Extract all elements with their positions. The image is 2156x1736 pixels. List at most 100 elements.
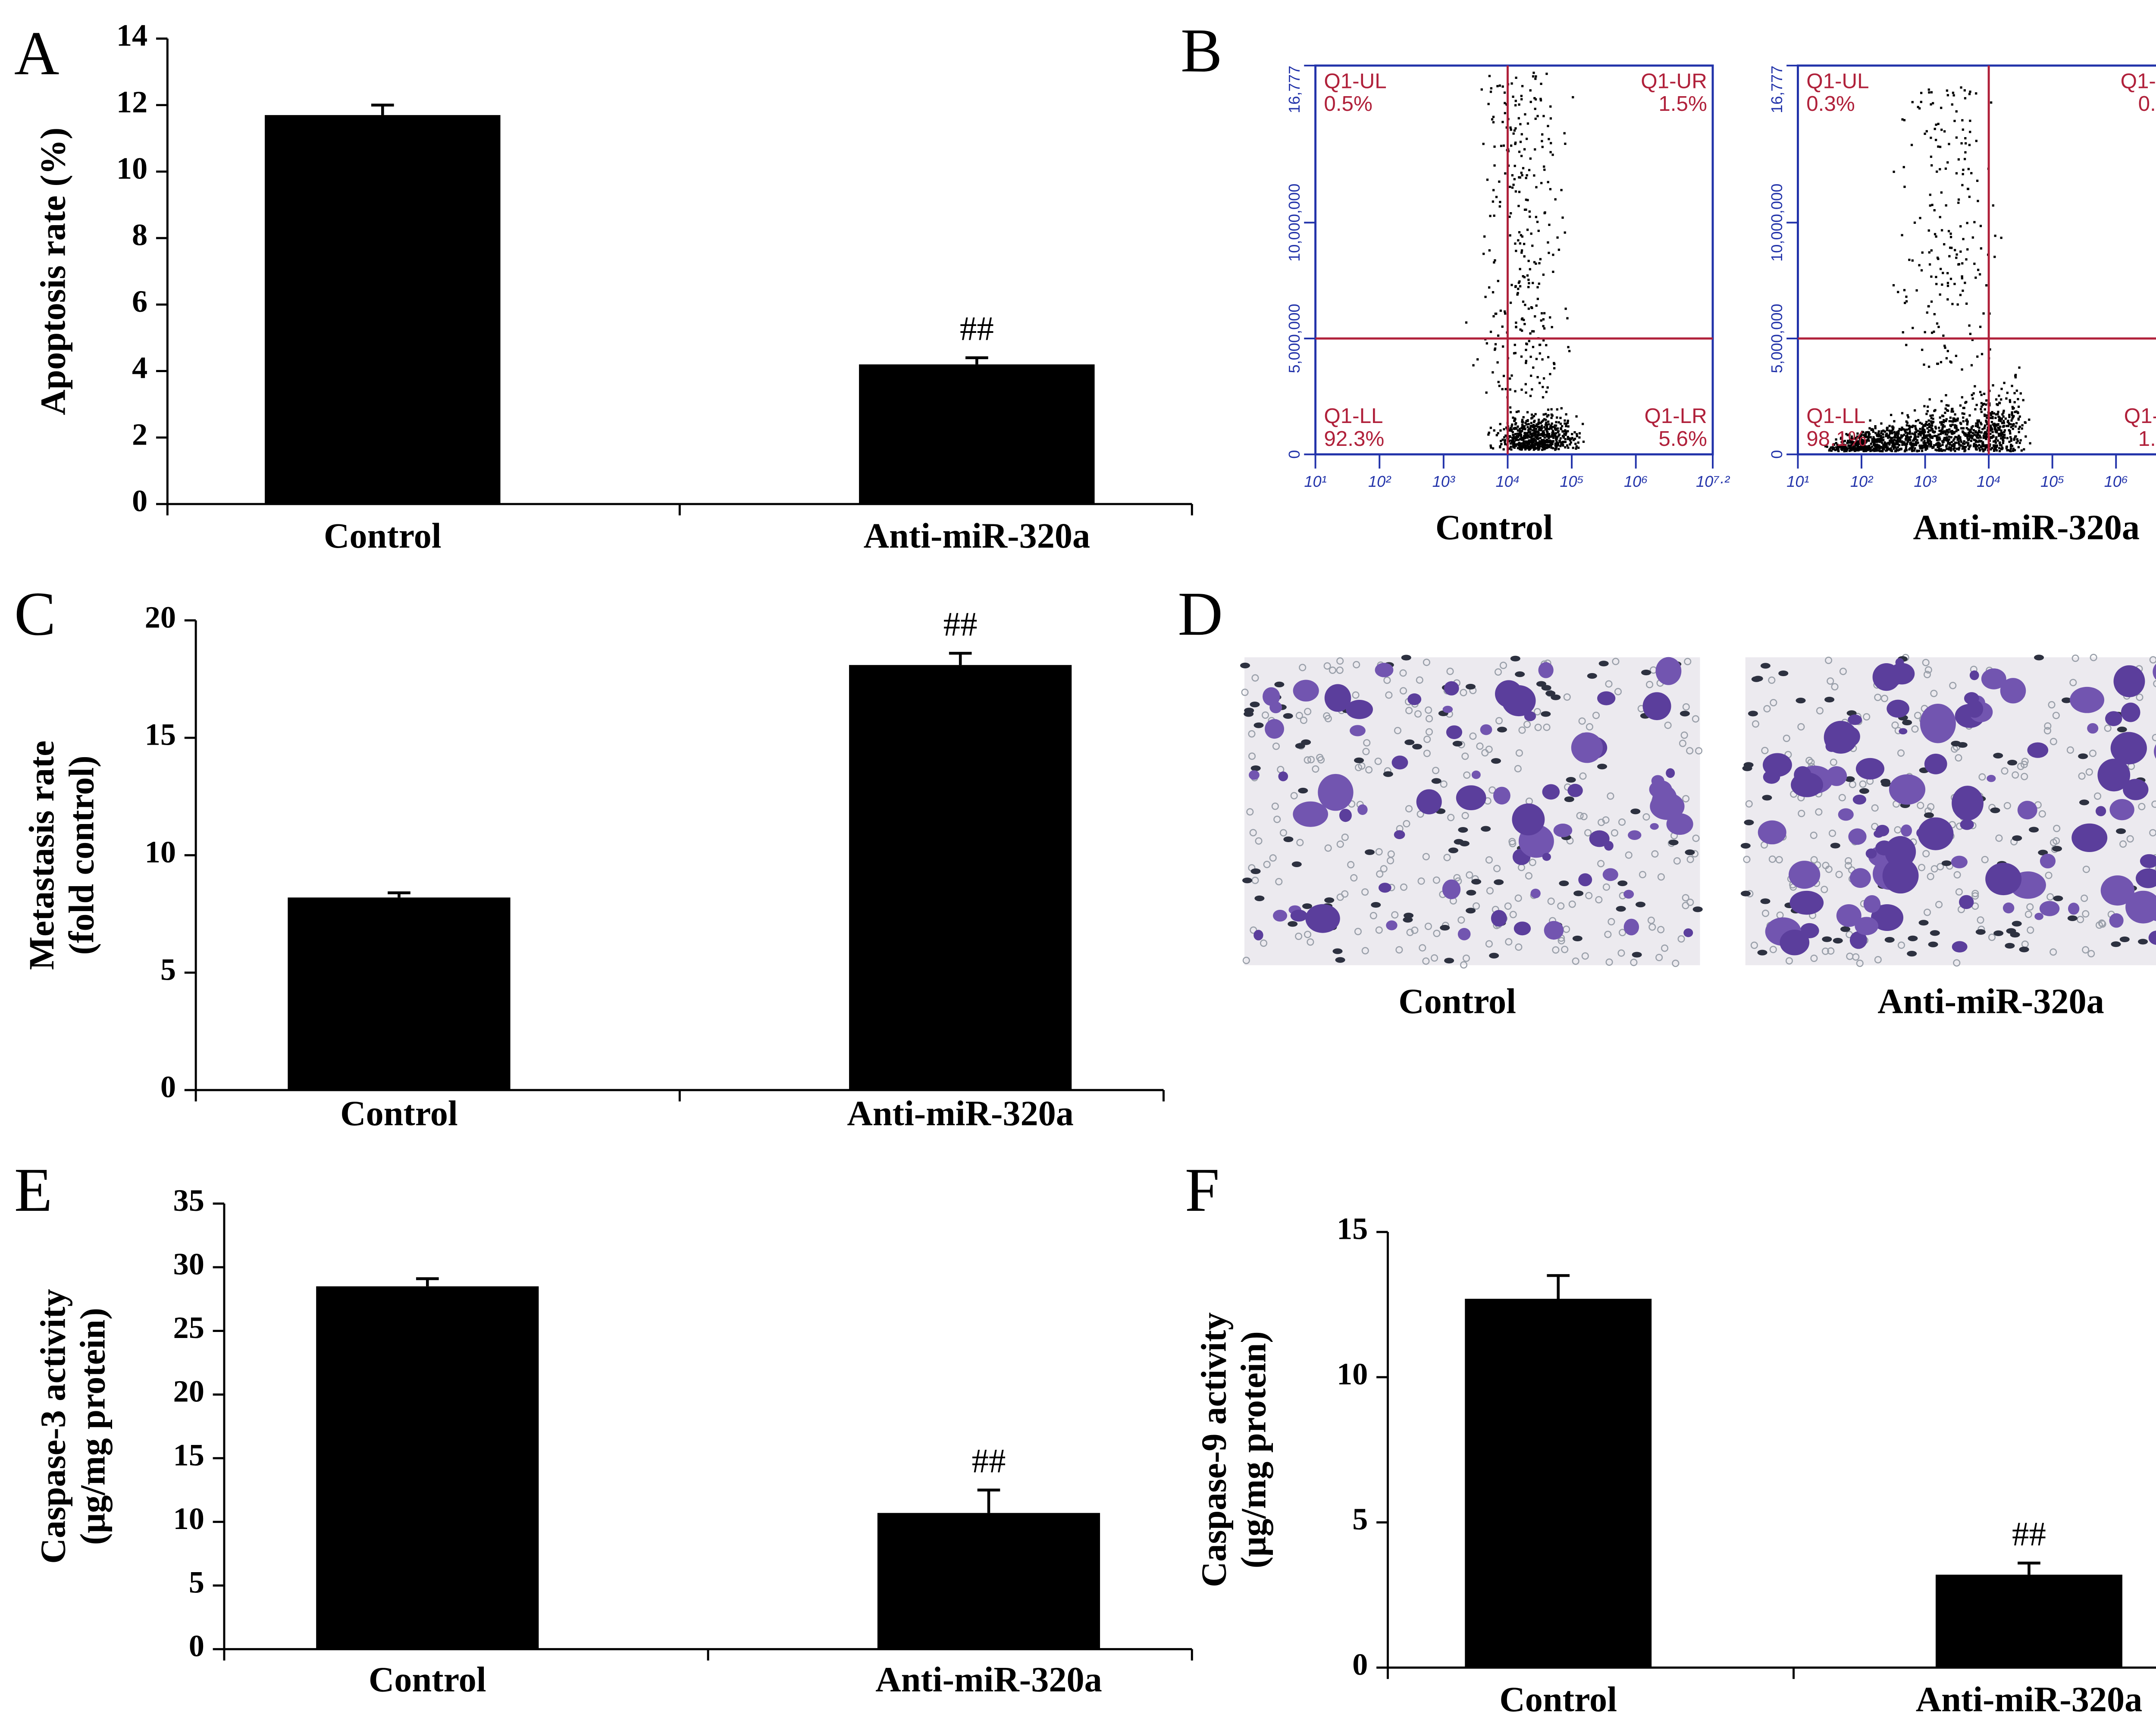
event-dot (1965, 401, 1968, 403)
stained-cell (1407, 693, 1422, 705)
event-dot (1947, 404, 1950, 407)
event-dot (1977, 436, 1980, 439)
event-dot (1985, 421, 1988, 423)
event-dot (1560, 428, 1563, 430)
stained-cell (1253, 930, 1263, 940)
event-dot (1928, 435, 1931, 437)
panel-letter: A (14, 19, 60, 88)
y-tick-label: 15 (145, 717, 176, 752)
event-dot (1849, 448, 1852, 451)
event-dot (1500, 443, 1503, 445)
event-dot (1927, 229, 1930, 232)
event-dot (2011, 413, 2013, 415)
quadrant-name: Q1-UR (1641, 69, 1707, 93)
event-dot (1907, 439, 1909, 442)
event-dot (1543, 327, 1546, 330)
pore-dark (1250, 868, 1261, 874)
event-dot (1924, 423, 1927, 426)
event-dot (1974, 425, 1977, 427)
event-dot (2017, 446, 2020, 448)
event-dot (1529, 441, 1531, 444)
event-dot (1542, 325, 1545, 327)
y-tick-label: 0 (1768, 450, 1786, 459)
pore (2104, 724, 2112, 732)
event-dot (1903, 185, 1906, 188)
event-dot (1953, 119, 1956, 122)
stained-cell (1642, 692, 1671, 721)
pore-dark (1617, 880, 1628, 887)
event-dot (1961, 119, 1964, 122)
event-dot (1536, 286, 1539, 288)
event-dot (1528, 448, 1531, 451)
event-dot (1983, 392, 1986, 395)
pore (1995, 834, 2003, 842)
event-dot (1520, 439, 1523, 441)
event-dot (1933, 444, 1936, 447)
pore (2095, 921, 2103, 929)
event-dot (1514, 390, 1517, 392)
event-dot (1975, 422, 1977, 425)
event-dot (1946, 409, 1949, 411)
pore (1949, 682, 1957, 689)
event-dot (1867, 448, 1869, 451)
event-dot (1915, 420, 1918, 423)
pore-dark (1760, 663, 1771, 669)
event-dot (1905, 295, 1908, 298)
event-dot (1536, 425, 1538, 427)
event-dot (1977, 424, 1979, 426)
pore-dark (1598, 661, 1609, 667)
event-dot (1515, 321, 1517, 324)
event-dot (1837, 449, 1839, 452)
event-dot (1978, 434, 1981, 437)
event-dot (1930, 136, 1932, 139)
event-dot (1905, 344, 1908, 346)
event-dot (1940, 361, 1943, 363)
event-dot (1966, 423, 1968, 426)
event-dot (1965, 427, 1968, 429)
event-dot (2009, 436, 2012, 439)
stained-cell (1628, 830, 1642, 840)
pore (1324, 844, 1332, 852)
event-dot (1549, 373, 1551, 376)
event-dot (1970, 439, 1973, 442)
event-dot (1517, 425, 1519, 428)
event-dot (1542, 430, 1544, 433)
event-dot (1965, 142, 1967, 145)
event-dot (2017, 398, 2019, 401)
event-dot (1984, 414, 1986, 417)
event-dot (1514, 432, 1517, 436)
pore (1917, 802, 1924, 809)
stained-cell (1623, 890, 1634, 899)
pore-dark (1250, 765, 1261, 771)
event-dot (1933, 313, 1936, 316)
event-dot (1834, 449, 1836, 451)
event-dot (1993, 424, 1996, 427)
pore (1336, 666, 1344, 674)
pore (2119, 840, 2127, 848)
pore (1618, 818, 1626, 826)
stained-cell (1842, 727, 1860, 746)
event-dot (1961, 368, 1963, 371)
stained-cell (1899, 728, 1908, 735)
event-dot (1980, 247, 1983, 250)
pore (1930, 865, 1938, 873)
event-dot (2021, 424, 2024, 426)
event-dot (1546, 415, 1548, 418)
event-dot (1888, 425, 1891, 427)
event-dot (1906, 421, 1909, 424)
pore-dark (1332, 948, 1343, 954)
event-dot (1567, 425, 1570, 428)
event-dot (1927, 437, 1929, 440)
event-dot (1572, 96, 1574, 99)
event-dot (1962, 442, 1964, 445)
stained-cell (1278, 771, 1288, 781)
event-dot (1979, 326, 1982, 328)
event-dot (1882, 436, 1885, 439)
event-dot (1514, 423, 1517, 426)
event-dot (1918, 444, 1921, 447)
pore (1651, 850, 1659, 858)
pore-dark (1283, 713, 1293, 719)
pore (1380, 865, 1388, 873)
event-dot (1862, 434, 1865, 436)
event-dot (1980, 405, 1983, 408)
